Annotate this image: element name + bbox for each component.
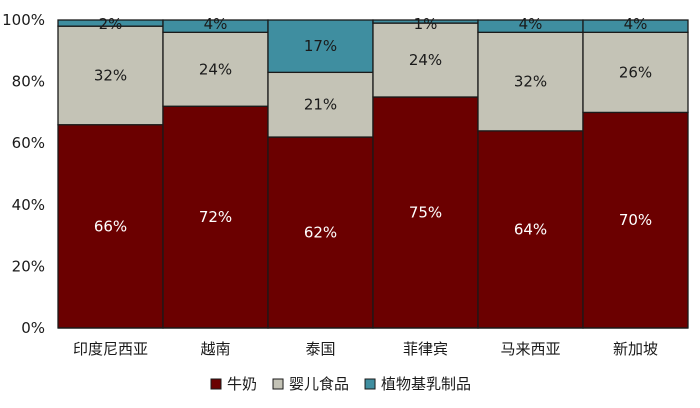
data-label: 2% bbox=[99, 15, 123, 33]
bar-segment bbox=[477, 130, 584, 329]
bar-segment bbox=[267, 71, 374, 138]
bar-stack: 70% 26% 4% bbox=[582, 15, 689, 329]
data-label: 17% bbox=[304, 37, 337, 55]
data-label: 32% bbox=[514, 73, 547, 91]
category-label: 印度尼西亚 bbox=[73, 340, 148, 358]
data-label: 72% bbox=[199, 208, 232, 226]
data-label: 62% bbox=[304, 224, 337, 242]
data-label: 26% bbox=[619, 63, 652, 81]
bar-stack: 72% 24% 4% bbox=[162, 15, 269, 329]
y-axis-ticks: 0% 20% 40% 60% 80% 100% bbox=[2, 11, 45, 337]
bar-segment bbox=[57, 124, 164, 329]
data-label: 32% bbox=[94, 66, 127, 84]
data-label: 64% bbox=[514, 220, 547, 238]
bar-series: 66% 32% 2% 72% 24% 4% 62% 21% 17% 75% 24% 1% 64% 32% 4… bbox=[57, 15, 689, 329]
category-label: 新加坡 bbox=[613, 340, 658, 358]
legend-swatch bbox=[210, 378, 222, 390]
legend-label: 植物基乳制品 bbox=[381, 375, 471, 393]
category-label: 菲律宾 bbox=[403, 340, 448, 358]
category-label: 越南 bbox=[200, 340, 230, 358]
bar-stack: 62% 21% 17% bbox=[267, 19, 374, 329]
x-axis-categories: 印度尼西亚 越南 泰国 菲律宾 马来西亚 新加坡 bbox=[73, 340, 658, 358]
bar-segment bbox=[267, 19, 374, 74]
y-tick-label: 20% bbox=[12, 257, 45, 275]
legend-item: 植物基乳制品 bbox=[364, 375, 471, 393]
bar-stack: 64% 32% 4% bbox=[477, 15, 584, 329]
data-label: 75% bbox=[409, 204, 442, 222]
legend-swatch bbox=[272, 378, 284, 390]
legend-label: 婴儿食品 bbox=[289, 375, 349, 393]
legend-label: 牛奶 bbox=[227, 375, 257, 393]
bar-segment bbox=[582, 111, 689, 329]
data-label: 70% bbox=[619, 211, 652, 229]
legend-item: 牛奶 bbox=[210, 375, 257, 393]
legend: 牛奶 婴儿食品 植物基乳制品 bbox=[210, 375, 471, 393]
data-label: 24% bbox=[199, 60, 232, 78]
bar-segment bbox=[477, 31, 584, 132]
y-tick-label: 100% bbox=[2, 11, 45, 29]
bar-stack: 66% 32% 2% bbox=[57, 15, 164, 329]
data-label: 21% bbox=[304, 96, 337, 114]
data-label: 4% bbox=[519, 15, 543, 33]
bar-stack: 75% 24% 1% bbox=[372, 15, 479, 329]
bar-segment bbox=[582, 31, 689, 114]
category-label: 泰国 bbox=[305, 340, 335, 358]
category-label: 马来西亚 bbox=[500, 340, 560, 358]
y-tick-label: 60% bbox=[12, 134, 45, 152]
legend-swatch bbox=[364, 378, 376, 390]
y-tick-label: 80% bbox=[12, 73, 45, 91]
legend-item: 婴儿食品 bbox=[272, 375, 349, 393]
data-label: 1% bbox=[414, 15, 438, 33]
bar-segment bbox=[582, 19, 689, 33]
y-tick-label: 40% bbox=[12, 196, 45, 214]
data-label: 24% bbox=[409, 51, 442, 69]
bar-segment bbox=[372, 22, 479, 98]
data-label: 66% bbox=[94, 217, 127, 235]
y-tick-label: 0% bbox=[21, 319, 45, 337]
data-label: 4% bbox=[204, 15, 228, 33]
data-label: 4% bbox=[624, 15, 648, 33]
bar-segment bbox=[57, 25, 164, 126]
